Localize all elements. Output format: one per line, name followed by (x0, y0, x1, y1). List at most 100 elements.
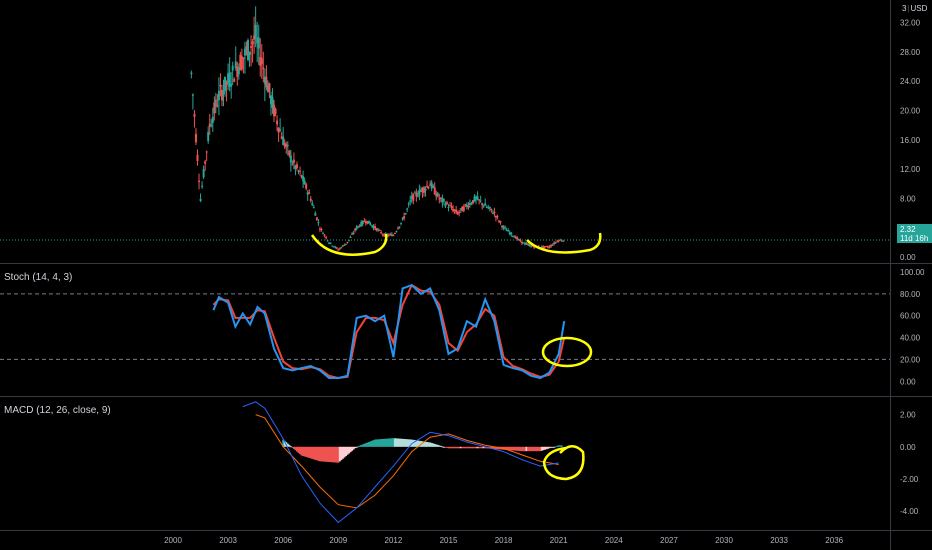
candle-body (392, 235, 395, 237)
macd-histogram-bar (527, 446, 530, 452)
stoch-pane[interactable] (0, 283, 890, 380)
time-axis-tick-label: 2021 (550, 536, 568, 545)
candle-body (553, 242, 556, 245)
candle-body (381, 234, 384, 236)
macd-histogram-bar (306, 446, 309, 458)
macd-histogram-bar (455, 446, 458, 449)
macd-histogram-bar (346, 446, 349, 455)
candle-body (479, 200, 482, 202)
candle-body (236, 66, 239, 77)
currency-label[interactable]: 3|USD (902, 4, 927, 13)
candle-body (257, 37, 260, 49)
macd-histogram-bar (435, 444, 438, 447)
macd-histogram-bar (406, 439, 409, 447)
candle-body (240, 56, 243, 70)
candle-body (494, 215, 497, 218)
candle-body (292, 159, 295, 163)
macd-histogram-bar (491, 446, 494, 449)
time-axis-tick-label: 2015 (440, 536, 458, 545)
last-price-value: 2.32 (900, 225, 916, 234)
macd-histogram-bar (329, 446, 332, 463)
time-axis[interactable]: 2000 2003 2006 2009 2012 2015 2018 2021 2024 2027… (164, 536, 844, 545)
price-axis[interactable]: 32.0028.0024.0020.0016.0012.008.004.000.… (900, 19, 925, 516)
candle-body (508, 232, 511, 235)
macd-histogram-bar (496, 446, 499, 450)
candle-body (517, 239, 520, 241)
candle-body (191, 94, 194, 96)
candle-body (490, 208, 493, 211)
candle-body (530, 245, 533, 247)
candle-body (459, 208, 462, 210)
macd-circle-annotation (542, 445, 585, 481)
candle-body (317, 222, 320, 224)
candle-body (251, 41, 254, 45)
macd-histogram-bar (337, 446, 340, 463)
macd-histogram-bar (531, 446, 534, 452)
currency-code: USD (910, 4, 928, 13)
macd-histogram-bar (546, 446, 549, 449)
candle-body (219, 85, 222, 87)
candle-body (499, 221, 502, 223)
candle-body (380, 232, 383, 234)
macd-histogram-bar (294, 446, 297, 451)
time-axis-tick-label: 2012 (385, 536, 403, 545)
time-axis-tick-label: 2018 (495, 536, 513, 545)
candle-body (432, 185, 435, 188)
candle-body (334, 246, 337, 248)
macd-histogram-bar (473, 446, 476, 449)
currency-divider: | (907, 4, 910, 13)
candle-body (516, 237, 519, 239)
macd-histogram-bar (299, 446, 302, 455)
candle-body (355, 226, 358, 229)
candle-body (450, 206, 453, 209)
candle-body (465, 205, 468, 208)
macd-histogram-bar (559, 445, 562, 447)
macd-indicator-label[interactable]: MACD (12, 26, close, 9) (4, 405, 111, 416)
candle-body (401, 218, 404, 220)
candle-body (514, 236, 517, 239)
candle-body (461, 206, 464, 212)
candle-body (277, 127, 280, 133)
macd-histogram-bar (332, 446, 335, 463)
candle-body (367, 220, 370, 224)
candle-body (496, 216, 499, 218)
macd-histogram-bar (450, 446, 453, 449)
macd-histogram-bar (553, 446, 556, 448)
macd-histogram-bar (462, 446, 465, 449)
candle-body (528, 244, 531, 247)
macd-histogram-bar (461, 446, 464, 449)
candle-body (204, 161, 207, 164)
macd-histogram-bar (283, 440, 286, 447)
price-axis-tick-label: 28.00 (900, 48, 921, 57)
stoch-d-line (212, 283, 566, 380)
macd-histogram-bar (317, 446, 320, 461)
macd-histogram-bar (386, 438, 389, 447)
macd-histogram-bar (334, 446, 337, 463)
candle-body (227, 73, 230, 83)
candle-body (351, 233, 354, 235)
stoch-k-line (212, 283, 566, 380)
macd-histogram-bar (533, 446, 536, 452)
macd-histogram-bar (403, 438, 406, 447)
candle-body (325, 237, 328, 239)
macd-histogram-bar (381, 438, 384, 447)
macd-histogram-bar (441, 446, 444, 448)
candle-body (403, 216, 406, 219)
macd-histogram-bar (510, 446, 513, 451)
price-pane[interactable] (0, 6, 890, 251)
candle-body (228, 72, 231, 87)
macd-histogram-bar (494, 446, 497, 450)
candle-body (524, 242, 527, 245)
macd-histogram-bar (364, 443, 367, 447)
candle-body (335, 247, 338, 249)
candle-body (447, 206, 450, 208)
stoch-indicator-label[interactable]: Stoch (14, 4, 3) (4, 272, 73, 283)
candle-body (498, 220, 501, 222)
macd-pane[interactable] (242, 401, 563, 524)
macd-histogram-bar (475, 446, 478, 449)
candle-body (436, 192, 439, 197)
macd-histogram-bar (375, 439, 378, 447)
candle-body (303, 180, 306, 185)
